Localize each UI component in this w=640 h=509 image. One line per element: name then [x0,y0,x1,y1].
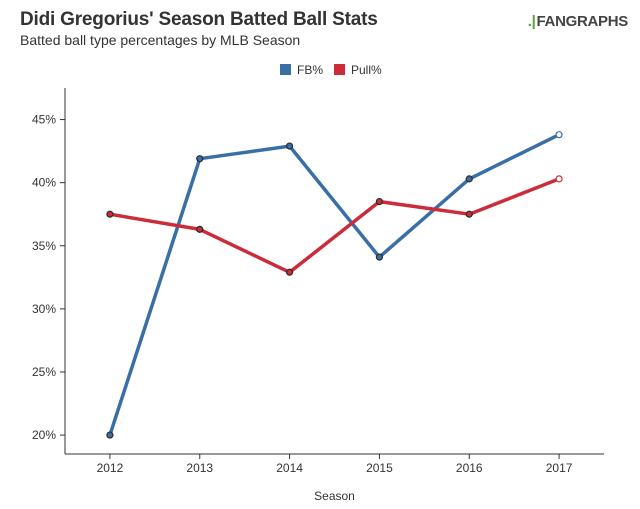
data-point-pull [196,225,204,233]
data-point-pull [106,210,114,218]
y-tick-label: 40% [32,176,56,190]
legend-swatch-fb [280,64,291,75]
axes: 20% 25% 30% 35% 40% 45% 2012 2013 2014 2015 2016 20… [32,88,604,503]
y-tick-label: 35% [32,239,56,253]
data-point-fb [555,131,563,139]
y-tick-label: 25% [32,365,56,379]
legend: FB% Pull% [280,63,382,77]
x-tick-label: 2016 [456,461,483,475]
data-point-fb [465,175,473,183]
x-tick-label: 2012 [97,461,124,475]
legend-label-fb: FB% [297,63,323,77]
x-tick-label: 2014 [276,461,303,475]
legend-swatch-pull [334,64,345,75]
fangraphs-logo-text: FANGRAPHS [536,13,629,30]
x-tick-label: 2017 [546,461,573,475]
series-points [106,131,563,439]
chart-subtitle: Batted ball type percentages by MLB Seas… [20,32,301,48]
series-lines [108,132,561,437]
x-tick-label: 2013 [186,461,213,475]
x-tick-label: 2015 [366,461,393,475]
fangraphs-logo-mark: .| [527,13,536,30]
data-point-pull [555,175,563,183]
chart-title: Didi Gregorius' Season Batted Ball Stats [20,9,378,30]
data-point-pull [465,210,473,218]
series-line-pull [108,177,561,275]
data-point-pull [375,197,384,206]
y-tick-label: 45% [32,113,56,127]
data-point-fb [106,431,114,439]
data-point-pull [285,268,294,276]
data-point-fb [285,142,294,150]
legend-label-pull: Pull% [351,63,382,77]
series-line-fb [108,132,561,437]
x-axis-title: Season [314,489,355,503]
data-point-fb [196,155,204,163]
y-tick-label: 30% [32,302,56,316]
fangraphs-logo[interactable]: .|FANGRAPHS [527,13,629,30]
y-tick-label: 20% [32,428,56,442]
data-point-fb [375,253,384,261]
